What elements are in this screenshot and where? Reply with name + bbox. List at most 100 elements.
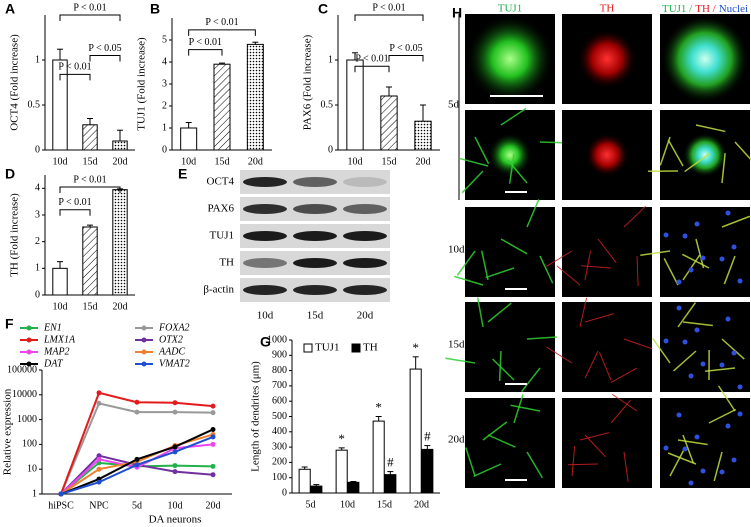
- neurite: [579, 432, 610, 441]
- neurite: [556, 265, 581, 286]
- x-axis-label: DA neurons: [149, 514, 202, 526]
- blot-lane-label: 15d: [307, 310, 324, 322]
- neurite: [636, 255, 639, 286]
- neurite: [682, 321, 713, 327]
- neurite: [579, 297, 588, 328]
- y-tick-label: 0.5: [28, 99, 41, 110]
- row-label: 20d: [448, 434, 465, 446]
- x-tick-label: 20d: [113, 301, 128, 312]
- nucleus: [676, 412, 682, 418]
- blot-band: [343, 258, 387, 268]
- y-tick-label: 1: [35, 263, 40, 274]
- nucleus: [694, 221, 700, 227]
- header-part: Nuclei: [719, 3, 748, 15]
- legend-label: MAP2: [43, 346, 70, 357]
- y-axis-label: Relative expression: [2, 388, 14, 475]
- y-tick-label: 2: [35, 236, 40, 247]
- significance-label: P < 0.01: [372, 2, 405, 13]
- blot-band: [293, 177, 337, 187]
- neurite: [682, 254, 701, 281]
- significance-label: P < 0.01: [58, 62, 91, 73]
- significance-label: P < 0.01: [73, 2, 106, 13]
- neurite: [721, 153, 726, 184]
- nucleus: [725, 316, 731, 322]
- significance-label: P < 0.01: [205, 17, 238, 28]
- nucleus: [700, 255, 706, 261]
- nucleus: [694, 434, 700, 440]
- y-tick-label: 100: [272, 472, 287, 483]
- neurite: [456, 250, 476, 276]
- series-point: [134, 456, 140, 462]
- x-tick-label: 15d: [215, 156, 230, 167]
- nucleus: [725, 210, 731, 216]
- series-point: [58, 491, 64, 497]
- neurite: [461, 170, 484, 194]
- series-point: [96, 390, 102, 396]
- nucleus: [663, 338, 669, 344]
- bar: [409, 368, 422, 494]
- column-header: TH: [600, 3, 615, 15]
- y-tick-label: 0: [35, 289, 40, 300]
- cell-cluster: [488, 133, 532, 177]
- y-tick-label: 500: [272, 411, 287, 422]
- significance-bracket: [89, 55, 121, 62]
- bar: [347, 481, 360, 494]
- legend-marker: [141, 337, 147, 343]
- legend-marker: [141, 361, 147, 367]
- neurite: [526, 336, 557, 340]
- neurite: [510, 404, 541, 412]
- neurite: [623, 338, 653, 350]
- blot-band: [293, 204, 337, 214]
- neurite: [500, 238, 528, 255]
- panel-letter: B: [150, 1, 160, 17]
- blot-band: [293, 285, 337, 295]
- neurite: [584, 313, 614, 323]
- nucleus: [737, 411, 743, 417]
- y-tick-label: 300: [272, 441, 287, 452]
- panel-letter: E: [178, 166, 187, 182]
- nucleus: [725, 423, 731, 429]
- neurite: [623, 451, 629, 482]
- significance-label: #: [387, 455, 394, 470]
- y-tick-label: 1000: [17, 414, 37, 425]
- panel-letter: H: [452, 5, 462, 21]
- nucleus: [663, 232, 669, 238]
- bar: [346, 59, 364, 151]
- x-tick-label: 15d: [382, 156, 397, 167]
- legend-label: TUJ1: [315, 342, 339, 354]
- nucleus: [688, 373, 694, 379]
- neurite: [610, 367, 638, 384]
- y-tick-label: 1000: [267, 334, 287, 345]
- nucleus: [676, 305, 682, 311]
- significance-bracket: [354, 14, 424, 21]
- neurite: [708, 408, 737, 424]
- legend-label: AADC: [158, 346, 185, 357]
- bar: [180, 127, 198, 151]
- y-tick-label: 800: [272, 365, 287, 376]
- y-tick-label: 0: [282, 487, 287, 498]
- neurite: [673, 350, 697, 372]
- y-tick-label: 2: [162, 100, 167, 111]
- row-label: 5d: [448, 99, 460, 111]
- significance-bracket: [388, 55, 424, 62]
- neurite: [458, 157, 489, 167]
- neurite: [445, 357, 476, 364]
- blot-band: [343, 177, 387, 187]
- legend-swatch: [351, 343, 361, 353]
- blot-row-label: OCT4: [207, 176, 235, 188]
- blot-band: [243, 285, 287, 295]
- legend-marker: [141, 349, 147, 355]
- legend-marker: [26, 325, 32, 331]
- series-point: [210, 426, 216, 432]
- significance-label: P < 0.05: [389, 43, 422, 54]
- panel-letter: F: [5, 316, 14, 332]
- significance-label: *: [412, 340, 419, 355]
- nucleus: [731, 457, 737, 463]
- blot-row-label: β-actin: [203, 284, 234, 296]
- significance-bracket: [59, 186, 121, 193]
- legend-label: VMAT2: [159, 358, 190, 369]
- series-point: [210, 434, 216, 440]
- blot-band: [243, 204, 287, 214]
